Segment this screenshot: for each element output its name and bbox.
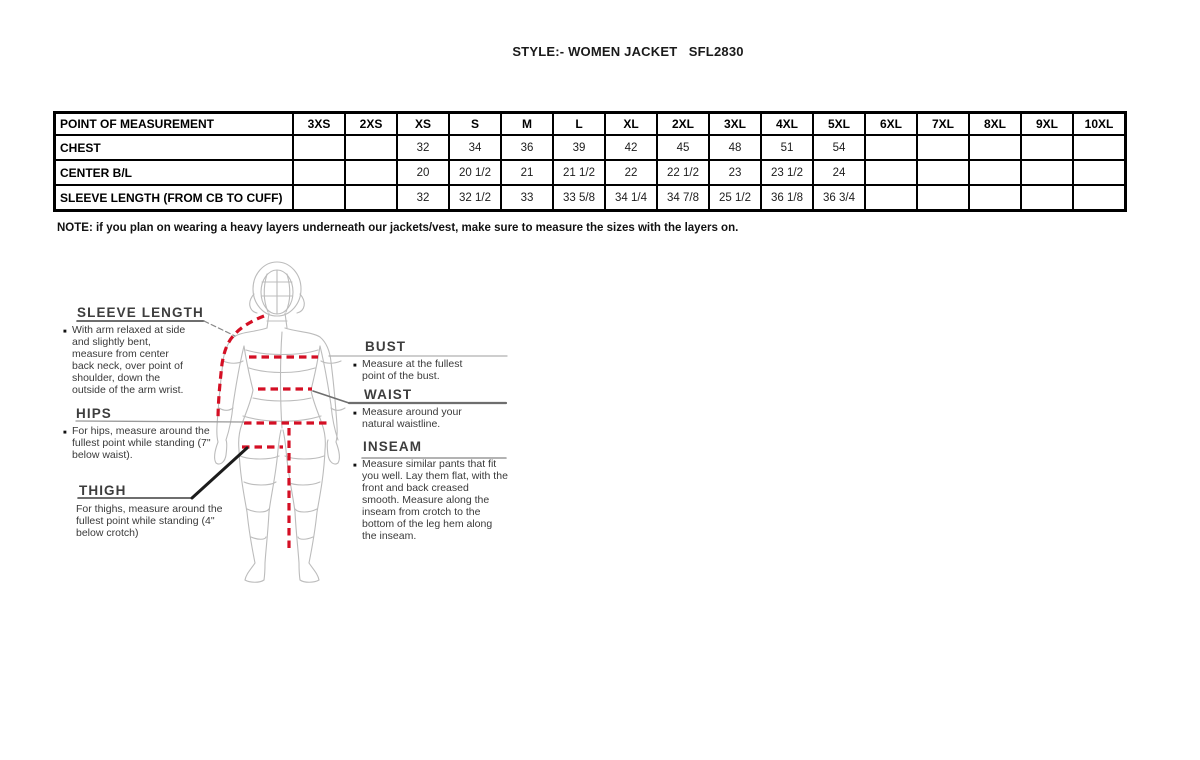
sleeve-pointer-line <box>203 320 236 337</box>
column-header-size: XS <box>396 111 450 136</box>
size-value-cell <box>916 159 970 186</box>
waist-pointer-line <box>312 390 350 404</box>
size-value-cell: 20 <box>396 159 450 186</box>
size-value-cell <box>1072 134 1127 161</box>
size-value-cell: 39 <box>552 134 606 161</box>
table-row: CENTER B/L 20 20 1/2 21 21 1/2 22 22 1/2 23 23 1… <box>53 159 1127 186</box>
page-title: STYLE:- WOMEN JACKET SFL2830 <box>512 44 744 59</box>
size-value-cell: 32 <box>396 184 450 212</box>
size-chart-table: POINT OF MEASUREMENT 3XS 2XS XS S M L XL 2XL 3XL 4… <box>53 111 1127 212</box>
size-value-cell: 22 <box>604 159 658 186</box>
thigh-description: For thighs, measure around the fullest p… <box>76 503 223 539</box>
size-value-cell: 33 <box>500 184 554 212</box>
note-text: NOTE: if you plan on wearing a heavy lay… <box>57 222 739 234</box>
size-value-cell <box>864 159 918 186</box>
measurement-diagram <box>75 261 508 583</box>
size-value-cell: 34 <box>448 134 502 161</box>
size-value-cell <box>292 134 346 161</box>
column-header-size: XL <box>604 111 658 136</box>
column-header-size: 7XL <box>916 111 970 136</box>
size-value-cell: 32 1/2 <box>448 184 502 212</box>
thigh-pointer-line <box>190 446 249 500</box>
sleeve-length-heading: SLEEVE LENGTH <box>77 305 204 320</box>
column-header-size: 8XL <box>968 111 1022 136</box>
size-value-cell <box>968 184 1022 212</box>
bullet-square-icon: ■ <box>353 363 357 369</box>
size-value-cell <box>1020 134 1074 161</box>
size-value-cell: 36 1/8 <box>760 184 814 212</box>
size-value-cell: 34 1/4 <box>604 184 658 212</box>
size-value-cell <box>864 134 918 161</box>
size-value-cell <box>1072 159 1127 186</box>
size-value-cell: 25 1/2 <box>708 184 762 212</box>
bust-heading: BUST <box>365 339 407 354</box>
column-header-size: 10XL <box>1072 111 1127 136</box>
bust-description: ■ Measure at the fullest point of the bu… <box>353 358 463 382</box>
size-value-cell: 20 1/2 <box>448 159 502 186</box>
size-value-cell: 54 <box>812 134 866 161</box>
inseam-description: ■ Measure similar pants that fit you wel… <box>353 458 508 542</box>
row-label: CHEST <box>53 134 294 161</box>
bullet-square-icon: ■ <box>63 329 67 335</box>
size-value-cell <box>344 159 398 186</box>
table-row: SLEEVE LENGTH (FROM CB TO CUFF) 32 32 1/2 3… <box>53 184 1127 212</box>
size-value-cell: 23 <box>708 159 762 186</box>
table-row: CHEST 32 34 36 39 42 45 48 51 54 <box>53 134 1127 161</box>
size-value-cell: 36 <box>500 134 554 161</box>
size-value-cell: 51 <box>760 134 814 161</box>
size-value-cell: 42 <box>604 134 658 161</box>
column-header-size: L <box>552 111 606 136</box>
size-value-cell: 33 5/8 <box>552 184 606 212</box>
row-label: CENTER B/L <box>53 159 294 186</box>
size-value-cell: 21 1/2 <box>552 159 606 186</box>
size-value-cell <box>292 159 346 186</box>
size-value-cell: 34 7/8 <box>656 184 710 212</box>
size-value-cell <box>292 184 346 212</box>
size-value-cell <box>968 159 1022 186</box>
hips-pointer-line <box>75 420 245 423</box>
inseam-heading: INSEAM <box>363 439 423 454</box>
size-value-cell: 48 <box>708 134 762 161</box>
size-value-cell <box>344 184 398 212</box>
column-header-size: 3XS <box>292 111 346 136</box>
bullet-square-icon: ■ <box>353 411 357 417</box>
table-header-row: POINT OF MEASUREMENT 3XS 2XS XS S M L XL 2XL 3XL 4… <box>53 111 1127 136</box>
column-header-size: 3XL <box>708 111 762 136</box>
size-value-cell <box>864 184 918 212</box>
column-header-size: 6XL <box>864 111 918 136</box>
size-value-cell <box>344 134 398 161</box>
size-value-cell: 21 <box>500 159 554 186</box>
size-value-cell: 32 <box>396 134 450 161</box>
size-value-cell: 23 1/2 <box>760 159 814 186</box>
column-header-size: 2XS <box>344 111 398 136</box>
size-value-cell: 45 <box>656 134 710 161</box>
size-value-cell <box>1072 184 1127 212</box>
waist-heading: WAIST <box>364 387 413 402</box>
size-value-cell <box>916 184 970 212</box>
column-header-size: 9XL <box>1020 111 1074 136</box>
column-header-size: 4XL <box>760 111 814 136</box>
column-header-size: M <box>500 111 554 136</box>
sleeve-length-description: ■ With arm relaxed at side and slightly … <box>63 324 186 396</box>
size-value-cell <box>916 134 970 161</box>
row-label: SLEEVE LENGTH (FROM CB TO CUFF) <box>53 184 294 212</box>
bullet-square-icon: ■ <box>353 463 357 469</box>
size-value-cell <box>1020 159 1074 186</box>
size-value-cell: 22 1/2 <box>656 159 710 186</box>
column-header-size: 2XL <box>656 111 710 136</box>
size-value-cell <box>1020 184 1074 212</box>
size-value-cell <box>968 134 1022 161</box>
bullet-square-icon: ■ <box>63 430 67 436</box>
column-header-size: S <box>448 111 502 136</box>
size-value-cell: 36 3/4 <box>812 184 866 212</box>
column-header-point-of-measurement: POINT OF MEASUREMENT <box>53 111 294 136</box>
sleeve-measure-line <box>216 314 265 422</box>
hips-heading: HIPS <box>76 406 112 421</box>
thigh-heading: THIGH <box>79 483 127 498</box>
size-value-cell: 24 <box>812 159 866 186</box>
waist-description: ■ Measure around your natural waistline. <box>353 406 462 430</box>
hips-description: ■ For hips, measure around the fullest p… <box>63 425 211 461</box>
column-header-size: 5XL <box>812 111 866 136</box>
